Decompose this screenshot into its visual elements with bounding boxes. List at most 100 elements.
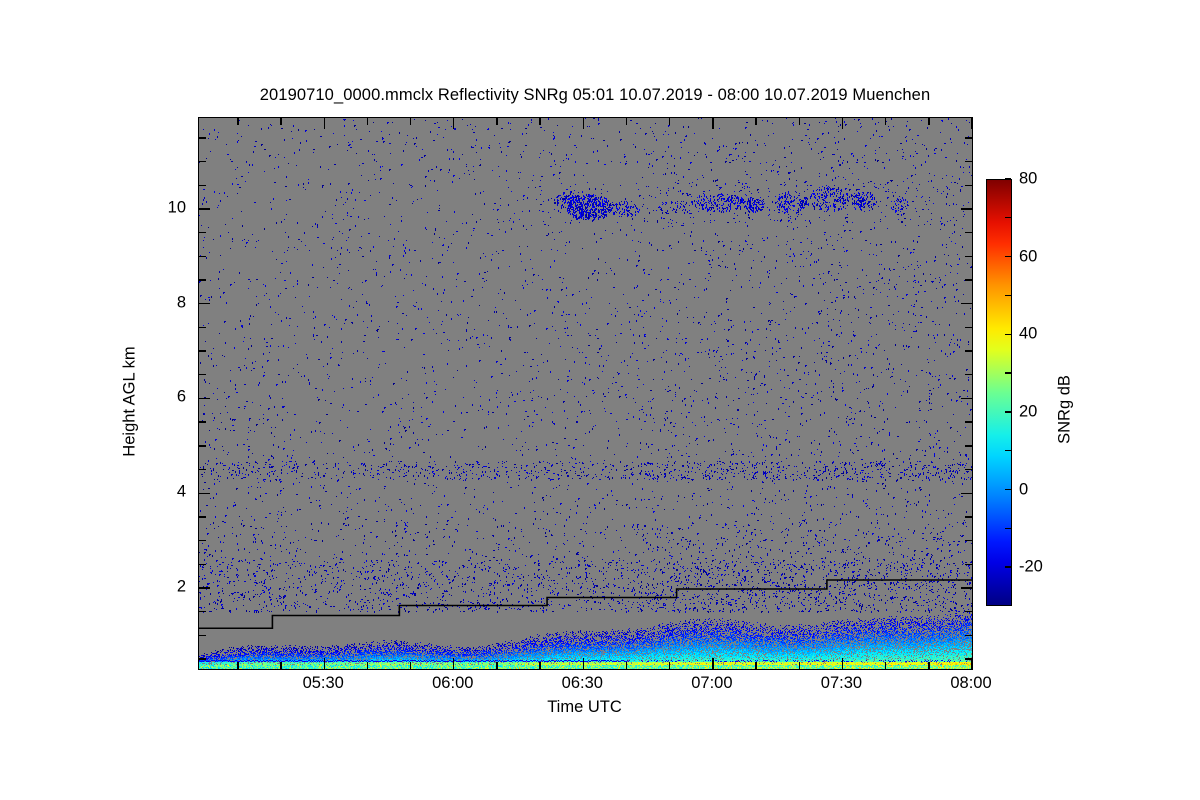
- x-axis-tick: [798, 118, 800, 125]
- x-axis-tick: [971, 658, 972, 669]
- colorbar-tick: [1005, 217, 1011, 219]
- y-axis-tick: [961, 397, 972, 400]
- x-axis-tick: [971, 118, 972, 129]
- x-axis-tick: [884, 118, 887, 125]
- y-axis-tick: [199, 374, 206, 376]
- y-axis-tick: [199, 279, 206, 281]
- x-axis-tick: [237, 118, 239, 125]
- y-axis-tick: [965, 350, 972, 352]
- y-axis-tick: [199, 634, 206, 637]
- colorbar-tick-label: 60: [1019, 247, 1038, 266]
- y-axis-tick-label: 10: [167, 198, 186, 217]
- y-axis-tick: [199, 563, 206, 565]
- x-axis-tick: [453, 118, 455, 129]
- y-axis-tick-label: 2: [176, 577, 186, 596]
- colorbar-tick: [1005, 294, 1011, 297]
- x-axis-tick: [323, 658, 325, 669]
- y-axis-tick: [965, 279, 972, 281]
- y-axis-tick: [965, 137, 972, 139]
- x-axis-tick: [625, 662, 628, 669]
- x-axis-tick: [280, 118, 282, 125]
- x-axis-tick: [366, 118, 369, 125]
- colorbar-tick: [1005, 178, 1011, 180]
- colorbar-tick-label: 20: [1019, 402, 1038, 421]
- x-axis-tick-label: 07:30: [820, 674, 863, 692]
- colorbar-tick: [1005, 450, 1011, 452]
- colorbar-tick-label: -20: [1019, 557, 1043, 576]
- colorbar-tick: [1005, 527, 1011, 529]
- colorbar-tick: [1005, 566, 1011, 568]
- y-axis-tick: [961, 587, 972, 589]
- x-axis-tick-label: 06:30: [561, 674, 603, 692]
- x-axis-tick-label: 07:00: [691, 674, 733, 692]
- y-axis-tick: [199, 184, 206, 186]
- x-axis-tick: [539, 118, 541, 125]
- heatmap-canvas-wrap: [199, 118, 972, 669]
- y-axis-tick: [199, 255, 206, 258]
- colorbar-tick: [1005, 488, 1011, 491]
- x-axis-tick: [237, 662, 239, 669]
- colorbar-tick: [1005, 333, 1011, 335]
- y-axis-tick: [199, 539, 206, 542]
- colorbar-tick-label: 0: [1019, 480, 1029, 498]
- y-axis-tick: [965, 184, 972, 186]
- colorbar: [986, 179, 1012, 606]
- x-axis-tick-label: 05:30: [302, 674, 344, 692]
- y-axis-tick: [961, 208, 972, 210]
- y-axis-tick: [965, 160, 972, 163]
- x-axis-tick: [323, 118, 325, 129]
- x-axis-tick-label: 08:00: [950, 674, 992, 692]
- y-axis-tick: [199, 160, 206, 163]
- x-axis-tick: [582, 118, 585, 129]
- x-axis-tick: [625, 118, 628, 125]
- plot-area: [198, 117, 973, 670]
- x-axis-tick: [798, 662, 800, 669]
- y-axis-tick: [199, 492, 210, 494]
- x-axis-tick: [841, 658, 844, 669]
- y-axis-tick: [965, 516, 972, 518]
- x-axis-tick: [409, 118, 412, 125]
- y-axis-tick: [199, 610, 206, 613]
- y-axis-tick: [199, 468, 206, 471]
- page-title: 20190710_0000.mmclx Reflectivity SNRg 05…: [259, 86, 931, 104]
- y-axis-tick: [199, 658, 206, 660]
- y-axis-tick: [965, 658, 972, 660]
- x-axis-tick: [755, 118, 757, 125]
- y-axis-tick: [965, 468, 972, 471]
- x-axis-tick: [669, 662, 671, 669]
- y-axis-tick: [965, 255, 972, 258]
- y-axis-tick: [199, 303, 210, 305]
- colorbar-gradient: [987, 180, 1011, 605]
- x-axis-tick-label: 06:00: [432, 674, 474, 692]
- y-axis-tick: [961, 492, 972, 494]
- x-axis-tick: [928, 118, 930, 125]
- y-axis-tick: [961, 303, 972, 305]
- colorbar-tick: [1005, 255, 1011, 258]
- y-axis-tick: [965, 374, 972, 376]
- y-axis-tick: [199, 350, 206, 352]
- y-axis-title: Height AGL km: [120, 346, 139, 457]
- y-axis-tick: [199, 516, 206, 518]
- colorbar-title: SNRg dB: [1055, 375, 1074, 444]
- x-axis-tick: [280, 662, 282, 669]
- y-axis-tick: [965, 563, 972, 565]
- x-axis-title: Time UTC: [547, 698, 622, 716]
- colorbar-tick: [1005, 411, 1011, 413]
- y-axis-tick-label: 8: [176, 293, 186, 312]
- y-axis-tick: [199, 231, 206, 234]
- y-axis-tick: [199, 421, 206, 423]
- y-axis-tick: [199, 397, 210, 400]
- colorbar-tick-label: 40: [1019, 324, 1038, 343]
- reflectivity-heatmap: [199, 118, 972, 669]
- colorbar-tick-label: 80: [1019, 169, 1038, 188]
- y-axis-tick: [965, 421, 972, 423]
- x-axis-tick: [539, 662, 541, 669]
- y-axis-tick: [965, 610, 972, 613]
- y-axis-tick: [199, 326, 206, 329]
- x-axis-tick: [496, 118, 498, 125]
- y-axis-tick-label: 4: [176, 482, 186, 501]
- x-axis-tick: [841, 118, 844, 129]
- y-axis-tick: [965, 231, 972, 234]
- y-axis-tick: [965, 634, 972, 637]
- x-axis-tick: [669, 118, 671, 125]
